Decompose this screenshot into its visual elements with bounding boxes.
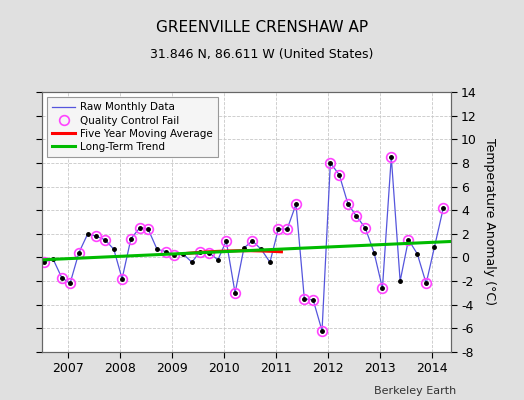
Raw Monthly Data	[336, 172, 342, 177]
Text: 31.846 N, 86.611 W (United States): 31.846 N, 86.611 W (United States)	[150, 48, 374, 61]
Five Year Moving Average	[257, 248, 264, 253]
Five Year Moving Average	[184, 251, 191, 256]
Quality Control Fail	[440, 206, 446, 210]
Raw Monthly Data	[171, 253, 177, 258]
Quality Control Fail	[319, 328, 325, 333]
Five Year Moving Average	[195, 250, 201, 255]
Quality Control Fail	[102, 237, 108, 242]
Raw Monthly Data	[84, 232, 91, 236]
Raw Monthly Data	[284, 227, 290, 232]
Raw Monthly Data	[345, 202, 351, 207]
Quality Control Fail	[284, 227, 290, 232]
Raw Monthly Data	[197, 249, 203, 254]
Five Year Moving Average	[268, 249, 274, 254]
Raw Monthly Data	[301, 296, 308, 301]
Five Year Moving Average	[237, 248, 243, 253]
Quality Control Fail	[327, 160, 333, 165]
Quality Control Fail	[423, 281, 429, 286]
Raw Monthly Data	[162, 249, 169, 254]
Five Year Moving Average	[216, 249, 222, 254]
Raw Monthly Data	[406, 237, 412, 242]
Raw Monthly Data	[327, 160, 333, 165]
Raw Monthly Data	[59, 275, 65, 280]
Quality Control Fail	[206, 250, 212, 255]
Raw Monthly Data	[414, 252, 420, 256]
Line: Quality Control Fail: Quality Control Fail	[39, 152, 448, 336]
Raw Monthly Data	[440, 206, 446, 210]
Raw Monthly Data	[41, 260, 47, 264]
Raw Monthly Data	[379, 286, 386, 290]
Quality Control Fail	[59, 275, 65, 280]
Raw Monthly Data	[232, 290, 238, 295]
Quality Control Fail	[171, 253, 177, 258]
Raw Monthly Data	[189, 260, 195, 264]
Raw Monthly Data	[206, 250, 212, 255]
Quality Control Fail	[41, 260, 47, 264]
Raw Monthly Data	[93, 234, 99, 238]
Quality Control Fail	[379, 286, 386, 290]
Raw Monthly Data	[431, 244, 438, 249]
Raw Monthly Data	[215, 258, 221, 262]
Five Year Moving Average	[278, 249, 285, 254]
Quality Control Fail	[345, 202, 351, 207]
Quality Control Fail	[310, 298, 316, 302]
Raw Monthly Data	[319, 328, 325, 333]
Quality Control Fail	[336, 172, 342, 177]
Raw Monthly Data	[388, 154, 395, 159]
Text: GREENVILLE CRENSHAW AP: GREENVILLE CRENSHAW AP	[156, 20, 368, 35]
Quality Control Fail	[275, 227, 281, 232]
Quality Control Fail	[293, 202, 299, 207]
Quality Control Fail	[93, 234, 99, 238]
Quality Control Fail	[406, 237, 412, 242]
Quality Control Fail	[362, 226, 368, 230]
Raw Monthly Data	[423, 281, 429, 286]
Raw Monthly Data	[241, 246, 247, 250]
Raw Monthly Data	[267, 260, 273, 264]
Legend: Raw Monthly Data, Quality Control Fail, Five Year Moving Average, Long-Term Tren: Raw Monthly Data, Quality Control Fail, …	[47, 97, 219, 157]
Raw Monthly Data	[362, 226, 368, 230]
Five Year Moving Average	[226, 248, 233, 253]
Quality Control Fail	[197, 249, 203, 254]
Quality Control Fail	[162, 249, 169, 254]
Raw Monthly Data	[371, 250, 377, 255]
Raw Monthly Data	[310, 298, 316, 302]
Raw Monthly Data	[128, 236, 134, 241]
Quality Control Fail	[128, 236, 134, 241]
Quality Control Fail	[232, 290, 238, 295]
Quality Control Fail	[145, 227, 151, 232]
Raw Monthly Data	[76, 250, 82, 255]
Y-axis label: Temperature Anomaly (°C): Temperature Anomaly (°C)	[483, 138, 496, 306]
Raw Monthly Data	[249, 238, 255, 243]
Raw Monthly Data	[154, 247, 160, 252]
Raw Monthly Data	[119, 276, 125, 281]
Raw Monthly Data	[223, 238, 230, 243]
Raw Monthly Data	[102, 237, 108, 242]
Line: Five Year Moving Average: Five Year Moving Average	[188, 251, 281, 253]
Line: Raw Monthly Data: Raw Monthly Data	[44, 157, 443, 331]
Raw Monthly Data	[145, 227, 151, 232]
Quality Control Fail	[388, 154, 395, 159]
Quality Control Fail	[223, 238, 230, 243]
Raw Monthly Data	[180, 252, 186, 256]
Raw Monthly Data	[111, 247, 117, 252]
Raw Monthly Data	[275, 227, 281, 232]
Raw Monthly Data	[397, 279, 403, 284]
Quality Control Fail	[301, 296, 308, 301]
Raw Monthly Data	[50, 256, 56, 261]
Raw Monthly Data	[258, 247, 264, 252]
Raw Monthly Data	[293, 202, 299, 207]
Quality Control Fail	[67, 281, 73, 286]
Quality Control Fail	[76, 250, 82, 255]
Raw Monthly Data	[137, 226, 143, 230]
Five Year Moving Average	[247, 248, 253, 253]
Quality Control Fail	[353, 214, 359, 218]
Text: Berkeley Earth: Berkeley Earth	[374, 386, 456, 396]
Quality Control Fail	[249, 238, 255, 243]
Raw Monthly Data	[353, 214, 359, 218]
Raw Monthly Data	[67, 281, 73, 286]
Quality Control Fail	[119, 276, 125, 281]
Five Year Moving Average	[205, 249, 212, 254]
Quality Control Fail	[137, 226, 143, 230]
